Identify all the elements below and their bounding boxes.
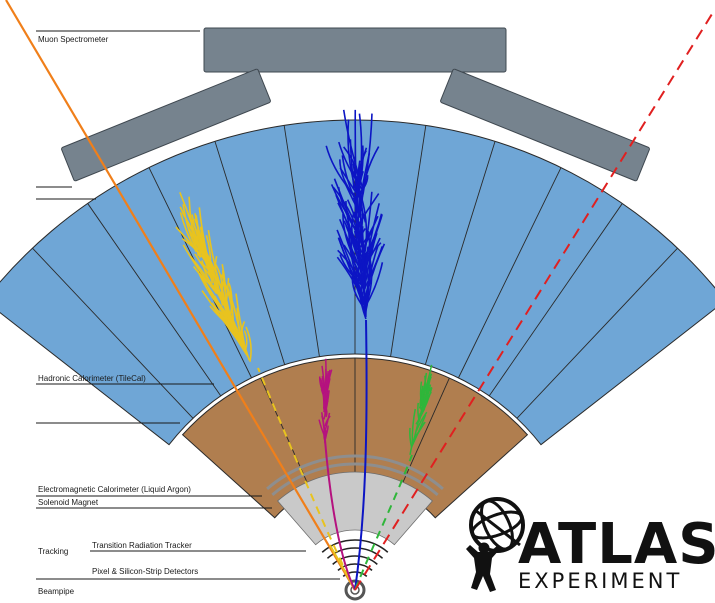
shower-branch [364, 243, 386, 302]
atlas-logo-title: ATLAS [518, 512, 715, 577]
shower-branch [342, 109, 364, 188]
shower-branch [360, 266, 367, 317]
shower-branch [336, 229, 367, 303]
shower-branch [419, 372, 428, 405]
label-tracking: Tracking [38, 547, 68, 556]
blue-jet-shower [325, 109, 386, 320]
muon-track-orange [5, 0, 356, 591]
shower-branch [335, 194, 358, 246]
shower-branch [354, 109, 357, 184]
label-trt: Transition Radiation Tracker [92, 541, 192, 550]
shower-branch [220, 277, 226, 303]
hadronic-cell-divider [32, 247, 194, 419]
shower-branch [364, 258, 373, 309]
shower-branch [229, 286, 235, 323]
hadronic-cell-divider [424, 141, 496, 365]
track-blue [354, 319, 368, 591]
shower-branch [342, 213, 361, 269]
hadronic-cell-divider [87, 203, 222, 397]
shower-branch [359, 230, 370, 281]
shower-branch [198, 207, 210, 262]
shower-branch [245, 326, 252, 362]
shower-branch [322, 371, 329, 393]
shower-branch [215, 264, 223, 289]
muon-chambers [61, 27, 650, 182]
particle-tracks [5, 0, 713, 591]
track-red-dashed [354, 13, 713, 591]
label-leaders [36, 30, 340, 580]
shower-branch [187, 228, 214, 284]
shower-branch [359, 152, 371, 198]
shower-branch [333, 178, 360, 240]
shower-branch [324, 415, 331, 427]
shower-branch [409, 433, 417, 455]
shower-branch [321, 415, 326, 438]
green-jet-shower [409, 364, 433, 455]
shower-branch [325, 145, 351, 191]
muon-chamber-top [203, 27, 507, 73]
shower-branch [323, 379, 329, 408]
label-hadronic-calorimeter: Hadronic Calorimeter (TileCal) [38, 374, 146, 383]
shower-branch [324, 390, 330, 406]
shower-branch [343, 146, 360, 186]
shower-branch [419, 381, 423, 407]
shower-branch [219, 313, 249, 358]
hadronic-cell-divider [214, 141, 286, 365]
shower-branch [339, 159, 356, 199]
track-green [354, 454, 413, 591]
label-solenoid-magnet: Solenoid Magnet [38, 498, 99, 507]
pixel-strip-layers [321, 539, 389, 578]
label-em-calorimeter: Electromagnetic Calorimeter (Liquid Argo… [38, 485, 191, 494]
component-labels: Muon Spectrometer Hadronic Calorimeter (… [38, 35, 198, 596]
atlas-logo-subtitle: EXPERIMENT [518, 569, 682, 593]
shower-branch [353, 192, 362, 264]
shower-branch [332, 186, 359, 233]
atlas-globe-icon [469, 497, 525, 553]
shower-branch [412, 422, 425, 442]
shower-branch [422, 364, 433, 395]
solenoid-magnet-outer [266, 454, 444, 491]
shower-branch [194, 253, 218, 286]
track-magenta [324, 439, 356, 591]
shower-branch [182, 244, 218, 295]
shower-branch [361, 226, 366, 257]
shower-branch [220, 293, 244, 346]
shower-branch [424, 373, 433, 396]
shower-branch [181, 237, 207, 263]
hadronic-cell-divider [488, 203, 623, 397]
shower-branch [337, 249, 366, 293]
label-muon-spectrometer: Muon Spectrometer [38, 35, 109, 44]
shower-branch [324, 430, 327, 441]
muon-chamber-left [61, 68, 271, 182]
shower-branch [358, 227, 366, 254]
muon-chamber-right [440, 68, 650, 182]
hadronic-cell-divider [390, 125, 427, 357]
hadronic-cell-divider [458, 167, 562, 379]
shower-branch [345, 225, 366, 290]
hadronic-cell-divider [283, 125, 320, 357]
shower-branch [361, 146, 380, 204]
pixel-strip-layer [342, 571, 368, 578]
em-cell-divider [398, 377, 450, 492]
shower-branch [411, 408, 416, 444]
solenoid-magnet-inner [271, 462, 439, 497]
label-beampipe: Beampipe [38, 587, 75, 596]
atlas-figure-icon [466, 542, 500, 592]
shower-branch [208, 289, 239, 332]
shower-branch [417, 384, 432, 421]
atlas-logo: ATLAS EXPERIMENT [466, 497, 715, 593]
yellow-jet-shower [175, 192, 252, 362]
hadronic-cell-divider [516, 247, 678, 419]
magenta-jet-shower [318, 358, 333, 444]
label-pixel-strip: Pixel & Silicon-Strip Detectors [92, 567, 198, 576]
shower-branch [363, 233, 378, 268]
shower-branch [214, 255, 222, 286]
